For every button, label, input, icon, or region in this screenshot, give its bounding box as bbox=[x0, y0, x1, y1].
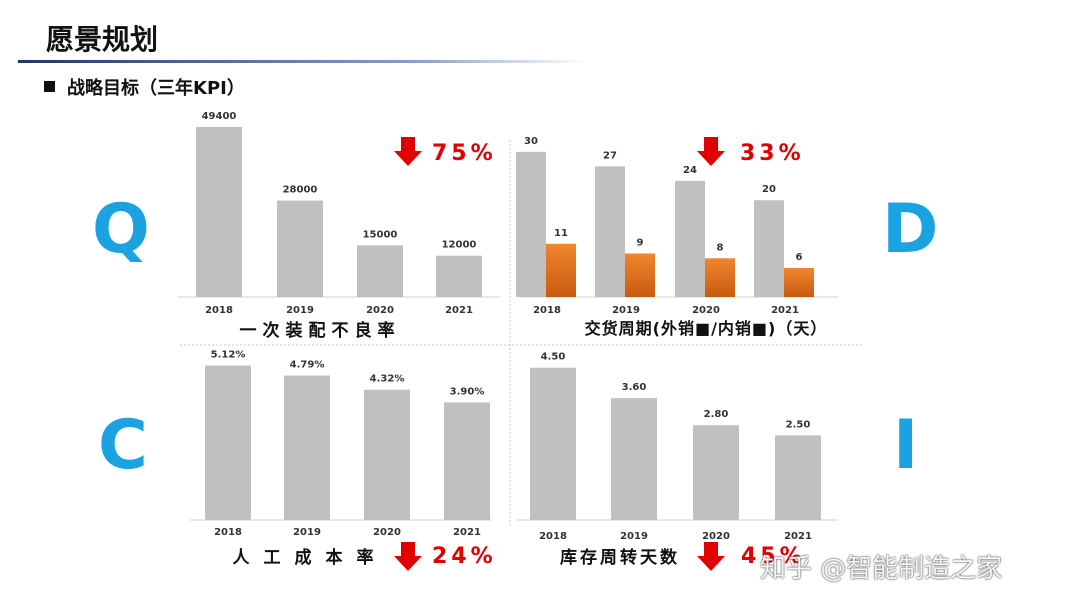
c-x-tick-label: 2018 bbox=[214, 527, 242, 538]
q-data-label: 28000 bbox=[283, 185, 318, 196]
q-bar-一次装配不良率-2020 bbox=[357, 245, 403, 297]
c-bar-人工成本率-2021 bbox=[444, 402, 490, 520]
q-chart-title: 一次装配不良率 bbox=[240, 320, 401, 341]
cost-letter: C bbox=[98, 406, 148, 485]
d-x-tick-label: 2020 bbox=[692, 305, 720, 316]
i-data-label: 3.60 bbox=[622, 382, 647, 393]
c-bar-人工成本率-2019 bbox=[284, 375, 330, 520]
inventory-letter: I bbox=[893, 406, 919, 485]
q-x-tick-label: 2019 bbox=[286, 305, 314, 316]
i-x-tick-label: 2018 bbox=[539, 531, 567, 542]
c-x-tick-label: 2020 bbox=[373, 527, 401, 538]
d-data-label: 27 bbox=[603, 150, 617, 161]
c-x-tick-label: 2021 bbox=[453, 527, 481, 538]
i-data-label: 4.50 bbox=[541, 352, 566, 363]
d-x-tick-label: 2021 bbox=[771, 305, 799, 316]
q-bar-一次装配不良率-2018 bbox=[196, 126, 242, 297]
q-bar-一次装配不良率-2021 bbox=[436, 255, 482, 297]
d-data-label: 20 bbox=[762, 184, 776, 195]
d-data-label: 6 bbox=[796, 252, 803, 263]
d-bar-外销-2021 bbox=[754, 200, 784, 297]
c-data-label: 3.90% bbox=[450, 386, 485, 397]
d-data-label: 30 bbox=[524, 136, 538, 147]
quality-letter: Q bbox=[92, 190, 150, 269]
d-data-label: 24 bbox=[683, 165, 697, 176]
d-bar-外销-2020 bbox=[675, 180, 705, 297]
q-data-label: 15000 bbox=[363, 229, 398, 240]
d-down-arrow-icon bbox=[697, 137, 725, 166]
d-bar-外销-2019 bbox=[595, 166, 625, 297]
d-data-label: 9 bbox=[637, 237, 644, 248]
section-subtitle: 战略目标（三年KPI） bbox=[44, 74, 245, 100]
q-x-tick-label: 2020 bbox=[366, 305, 394, 316]
d-bar-内销-2021 bbox=[784, 267, 814, 297]
q-x-tick-label: 2021 bbox=[445, 305, 473, 316]
d-data-label: 11 bbox=[554, 228, 568, 239]
i-down-arrow-icon bbox=[697, 542, 725, 571]
delivery-letter: D bbox=[882, 190, 939, 269]
title-underline bbox=[18, 60, 588, 63]
i-x-tick-label: 2019 bbox=[620, 531, 648, 542]
q-data-label: 12000 bbox=[442, 240, 477, 251]
d-chart-title: 交货周期(外销■/内销■)（天） bbox=[585, 319, 828, 338]
c-reduction-value: 24% bbox=[432, 544, 497, 569]
q-data-label: 49400 bbox=[202, 111, 237, 122]
i-x-tick-label: 2021 bbox=[784, 531, 812, 542]
watermark-text: 知乎 @智能制造之家 bbox=[760, 554, 1003, 584]
i-bar-库存周转天数-2018 bbox=[530, 367, 576, 520]
i-bar-库存周转天数-2021 bbox=[775, 435, 821, 520]
d-bar-内销-2020 bbox=[705, 258, 735, 297]
q-down-arrow-icon bbox=[394, 137, 422, 166]
i-data-label: 2.50 bbox=[786, 419, 811, 430]
c-bar-人工成本率-2020 bbox=[364, 389, 410, 520]
c-data-label: 4.32% bbox=[370, 374, 405, 385]
i-data-label: 2.80 bbox=[704, 409, 729, 420]
c-down-arrow-icon bbox=[394, 542, 422, 571]
i-bar-库存周转天数-2020 bbox=[693, 425, 739, 520]
c-data-label: 4.79% bbox=[290, 360, 325, 371]
bullet-square-icon bbox=[44, 81, 55, 92]
c-x-tick-label: 2019 bbox=[293, 527, 321, 538]
q-bar-一次装配不良率-2019 bbox=[277, 200, 323, 297]
d-x-tick-label: 2018 bbox=[533, 305, 561, 316]
i-bar-库存周转天数-2019 bbox=[611, 398, 657, 520]
d-data-label: 8 bbox=[717, 242, 724, 253]
q-x-tick-label: 2018 bbox=[205, 305, 233, 316]
d-reduction-value: 33% bbox=[740, 141, 805, 166]
d-bar-外销-2018 bbox=[516, 151, 546, 297]
i-reduction-value: 45% bbox=[741, 544, 806, 569]
subtitle-text: 战略目标（三年KPI） bbox=[67, 78, 245, 99]
d-bar-内销-2018 bbox=[546, 243, 576, 297]
d-bar-内销-2019 bbox=[625, 253, 655, 297]
c-chart-title: 人工成本率 bbox=[233, 547, 388, 568]
c-bar-人工成本率-2018 bbox=[205, 365, 251, 520]
q-reduction-value: 75% bbox=[432, 141, 497, 166]
d-x-tick-label: 2019 bbox=[612, 305, 640, 316]
page-title: 愿景规划 bbox=[46, 23, 159, 56]
i-chart-title: 库存周转天数 bbox=[560, 547, 680, 568]
c-data-label: 5.12% bbox=[211, 350, 246, 361]
i-x-tick-label: 2020 bbox=[702, 531, 730, 542]
